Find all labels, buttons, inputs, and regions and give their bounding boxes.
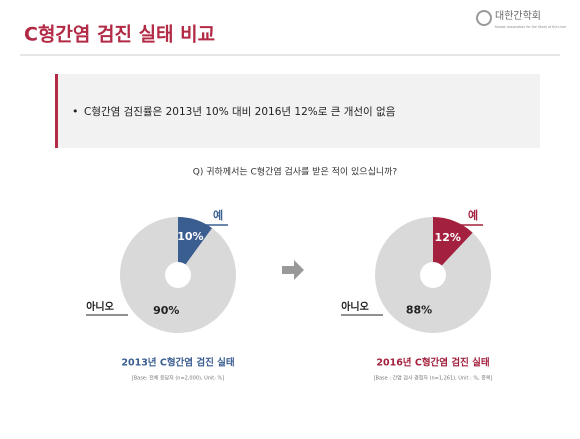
chart-subtitle: [Base : 간염 검사 경험자 (n=1,261), Unit : %, 중… — [374, 375, 493, 382]
pie-slice — [433, 217, 473, 275]
pie-hole — [165, 262, 191, 288]
bullet-accent — [55, 74, 58, 148]
logo-icon — [476, 10, 492, 26]
category-label: 예 — [468, 208, 478, 222]
pie-slice — [178, 217, 213, 275]
category-label: 아니오 — [341, 300, 369, 313]
bullet-dot: • — [72, 105, 79, 118]
chart-title: 2016년 C형간염 검진 실태 — [376, 357, 489, 369]
value-label: 10% — [177, 230, 203, 243]
pie-hole — [420, 262, 446, 288]
arrow — [282, 260, 304, 280]
bullet-text: C형간염 검진률은 2013년 10% 대비 2016년 12%로 큰 개선이 … — [84, 105, 396, 118]
bullet-box — [55, 74, 540, 148]
value-label: 90% — [153, 304, 179, 317]
chart-title: 2013년 C형간염 검진 실태 — [121, 357, 234, 369]
category-label: 예 — [213, 208, 223, 222]
logo-subtitle: Korean Association for the Study of the … — [495, 25, 567, 29]
value-label: 88% — [406, 303, 432, 316]
chart-subtitle: [Base: 전체 응답자 (n=2,000), Unit: %] — [132, 375, 225, 382]
category-label: 아니오 — [86, 300, 114, 313]
logo: 대한간학회 — [495, 10, 541, 22]
value-label: 12% — [435, 231, 461, 244]
question: Q) 귀하께서는 C형간염 검사를 받은 적이 있으십니까? — [193, 166, 398, 178]
slide-title: C형간염 검진 실태 비교 — [24, 24, 215, 46]
